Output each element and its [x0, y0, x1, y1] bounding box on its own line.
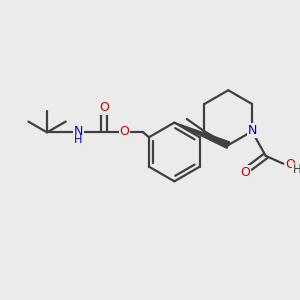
Text: O: O: [240, 166, 250, 179]
Text: N: N: [247, 124, 257, 137]
Polygon shape: [174, 123, 230, 148]
Text: O: O: [120, 125, 130, 138]
Text: H: H: [74, 135, 82, 145]
Text: O: O: [285, 158, 295, 171]
Text: O: O: [99, 101, 109, 114]
Text: H: H: [293, 163, 300, 176]
Text: N: N: [74, 125, 83, 138]
